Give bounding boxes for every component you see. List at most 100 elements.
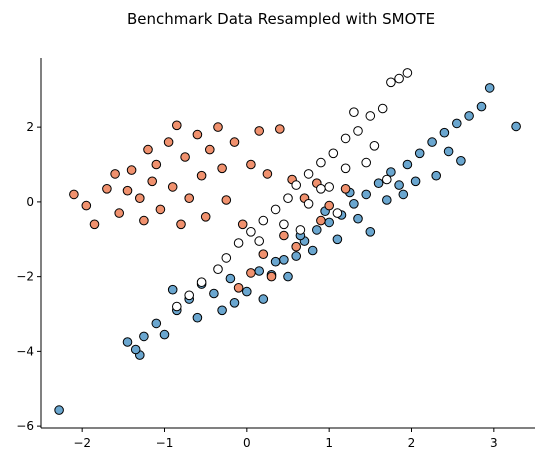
data-point-series-2 [233,283,244,293]
data-point-series-1 [279,254,289,265]
data-point-series-2 [167,182,178,192]
data-point-series-3 [340,133,351,144]
data-point-series-1 [484,83,495,93]
y-tick-label: −2 [16,270,34,284]
data-point-series-2 [126,165,137,175]
data-point-series-3 [369,141,380,151]
data-point-series-3 [361,157,372,168]
data-point-series-2 [122,185,133,196]
data-point-series-1 [386,167,396,177]
data-point-series-3 [213,264,223,275]
data-point-series-1 [270,256,281,267]
data-point-series-2 [279,230,289,241]
chart-title: Benchmark Data Resampled with SMOTE [127,10,435,28]
data-point-series-1 [439,127,450,138]
data-point-series-1 [361,189,372,200]
data-point-series-1 [511,121,521,132]
data-point-series-3 [233,238,244,248]
data-point-series-1 [373,178,384,188]
data-point-series-1 [159,329,170,340]
data-point-series-1 [307,245,318,256]
data-point-series-3 [258,215,269,226]
data-point-series-1 [167,284,178,295]
data-point-series-2 [291,241,302,252]
data-point-series-2 [172,120,182,131]
data-point-series-1 [130,344,141,355]
data-point-series-3 [303,199,314,209]
data-point-series-2 [217,163,227,174]
data-point-series-2 [135,193,145,203]
data-point-series-3 [283,193,293,203]
data-point-series-1 [139,331,149,342]
axes [40,58,535,429]
data-points [54,68,521,415]
data-point-series-2 [110,169,120,179]
data-point-series-1 [353,213,363,224]
data-point-series-1 [427,137,437,147]
data-point-series-1 [456,156,466,166]
data-point-series-2 [221,195,232,205]
data-point-series-2 [275,124,285,134]
data-point-series-1 [398,189,409,200]
data-point-series-3 [303,169,314,179]
data-point-series-3 [316,184,326,194]
y-tick-label: −6 [16,419,34,433]
tick-marks: −2 −1 0 1 2 3 −6 −4 −2 0 2 [16,120,497,450]
data-point-series-2 [205,144,215,155]
data-point-series-1 [476,101,487,112]
data-point-series-2 [196,170,207,181]
data-point-series-3 [394,73,404,84]
data-point-series-2 [89,219,100,230]
data-point-series-1 [122,337,133,347]
data-point-series-3 [279,219,289,230]
data-point-series-1 [242,286,252,297]
data-point-series-2 [155,204,166,215]
data-point-series-2 [262,169,273,179]
data-point-series-3 [365,111,376,121]
data-point-series-2 [143,144,153,155]
data-point-series-3 [377,103,388,114]
data-point-series-1 [382,195,392,205]
data-point-series-1 [332,234,343,245]
data-point-series-1 [192,312,203,323]
data-point-series-3 [270,204,281,215]
data-point-series-3 [324,182,335,192]
data-point-series-2 [266,271,277,282]
data-point-series-2 [246,159,256,170]
data-point-series-3 [246,227,256,237]
x-tick-label: 0 [243,436,251,450]
data-point-series-1 [254,266,265,276]
data-point-series-2 [176,219,186,230]
data-point-series-1 [225,273,236,284]
data-point-series-3 [196,277,207,288]
data-point-series-2 [324,200,335,211]
data-point-series-2 [180,152,190,162]
data-point-series-1 [394,180,404,190]
data-point-series-1 [452,118,462,129]
data-point-series-3 [332,208,343,218]
data-point-series-1 [258,294,269,304]
data-point-series-2 [237,219,248,230]
data-point-series-2 [151,159,162,170]
data-point-series-3 [254,236,265,246]
data-point-series-1 [365,227,376,237]
data-point-series-1 [349,199,359,209]
data-point-series-3 [172,301,182,312]
x-tick-label: 3 [490,436,498,450]
data-point-series-1 [229,298,240,308]
data-point-series-1 [312,225,322,235]
data-point-series-3 [402,68,413,78]
data-point-series-1 [443,146,454,157]
data-point-series-1 [283,271,293,282]
data-point-series-2 [163,137,174,147]
x-tick-label: −1 [156,436,174,450]
data-point-series-1 [410,176,421,187]
data-point-series-2 [81,200,92,211]
data-point-series-3 [349,107,359,117]
data-point-series-1 [217,305,227,316]
data-point-series-1 [324,217,335,228]
data-point-series-3 [316,157,326,168]
data-point-series-3 [340,163,351,174]
data-point-series-3 [328,148,339,159]
